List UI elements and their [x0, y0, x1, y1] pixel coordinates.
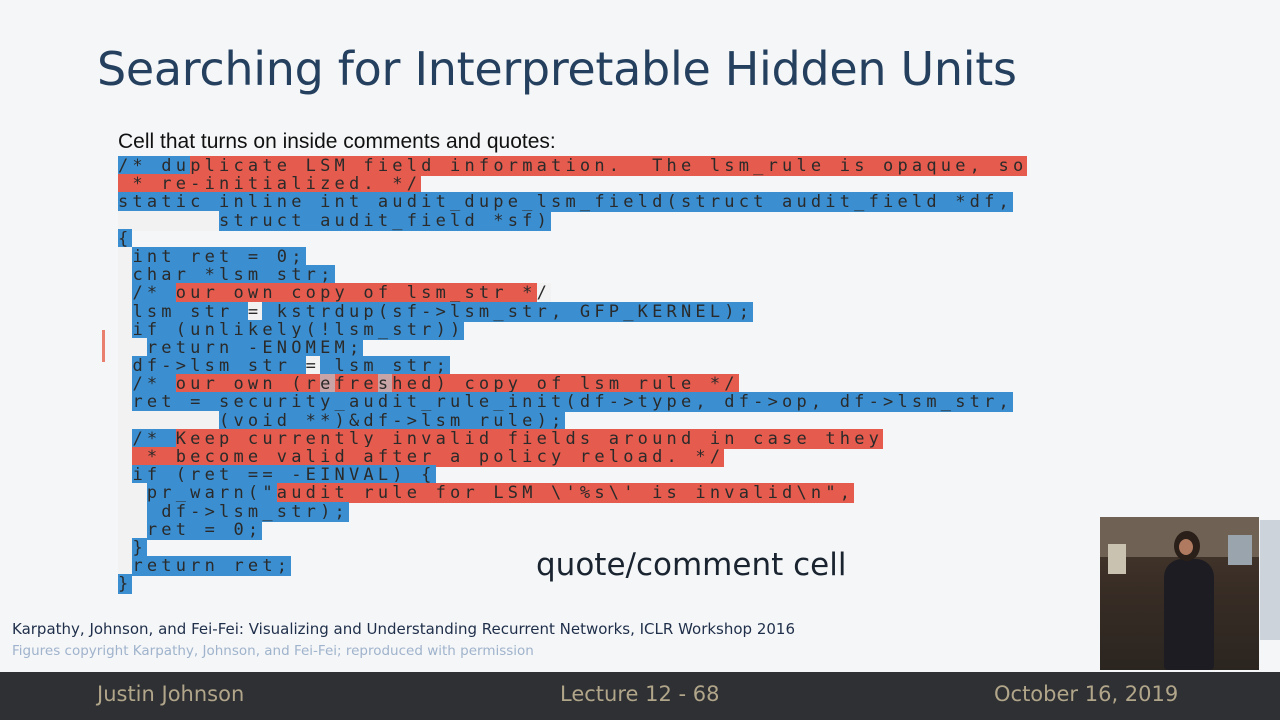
- code-line: if (ret == -EINVAL) {: [118, 466, 1027, 484]
- code-segment: if (ret == -EINVAL) {: [132, 465, 435, 485]
- code-segment: [118, 356, 132, 376]
- copyright-note: Figures copyright Karpathy, Johnson, and…: [12, 643, 534, 659]
- footer-date: October 16, 2019: [994, 682, 1178, 706]
- code-segment: {: [118, 229, 132, 249]
- code-segment: if (unlikely(!lsm_str)): [132, 320, 464, 340]
- code-segment: ret = security_audit_rule_init(df->type,…: [132, 392, 1013, 412]
- code-segment: s: [378, 374, 392, 394]
- code-line: static inline int audit_dupe_lsm_field(s…: [118, 193, 1027, 211]
- code-segment: [118, 556, 132, 576]
- active-segment: hed) copy of lsm_rule */: [392, 374, 738, 394]
- speaker: [1162, 531, 1216, 670]
- code-segment: [118, 429, 132, 449]
- active-segment: * re-initialized. */: [118, 174, 421, 194]
- code-segment: static inline int audit_dupe_lsm_field(s…: [118, 192, 1013, 212]
- code-line: (void **)&df->lsm_rule);: [118, 412, 1027, 430]
- code-segment: =: [306, 356, 320, 376]
- code-segment: return: [132, 556, 233, 576]
- code-segment: df->lsm_str);: [147, 502, 349, 522]
- code-line: df->lsm_str);: [118, 503, 1027, 521]
- code-segment: [118, 520, 147, 540]
- code-segment: lsm_str: [132, 302, 247, 322]
- code-segment: [118, 283, 132, 303]
- margin-marker: [102, 330, 105, 362]
- code-segment: (void **)&df->lsm_rule);: [219, 411, 565, 431]
- active-segment: fre: [335, 374, 378, 394]
- code-line: ret = security_audit_rule_init(df->type,…: [118, 393, 1027, 411]
- code-segment: =: [248, 302, 262, 322]
- code-segment: /* du: [118, 156, 190, 176]
- code-segment: return -ENOMEM;: [147, 338, 364, 358]
- code-line: lsm_str = kstrdup(sf->lsm_str, GFP_KERNE…: [118, 303, 1027, 321]
- code-segment: [118, 302, 132, 322]
- active-segment: our own copy of lsm_str *: [176, 283, 537, 303]
- code-segment: /*: [132, 374, 175, 394]
- code-line: * re-initialized. */: [118, 175, 1027, 193]
- code-segment: [118, 465, 132, 485]
- code-line: /* duplicate LSM field information. The …: [118, 157, 1027, 175]
- code-line: char *lsm_str;: [118, 266, 1027, 284]
- code-segment: [118, 411, 219, 431]
- code-segment: struct audit_field *sf): [219, 211, 551, 231]
- code-segment: lsm_str;: [320, 356, 450, 376]
- code-line: struct audit_field *sf): [118, 212, 1027, 230]
- active-segment: audit rule for LSM \'%s\' is invalid\n",: [277, 483, 854, 503]
- code-segment: char *lsm_str;: [132, 265, 334, 285]
- code-line: if (unlikely(!lsm_str)): [118, 321, 1027, 339]
- code-segment: [118, 392, 132, 412]
- code-segment: [118, 374, 132, 394]
- lamp: [1108, 544, 1126, 574]
- code-visualization: /* duplicate LSM field information. The …: [118, 157, 1027, 594]
- code-segment: }: [118, 574, 132, 594]
- code-segment: [118, 320, 132, 340]
- code-segment: int ret = 0;: [132, 247, 305, 267]
- edge-thumbnail: [1260, 520, 1280, 640]
- code-segment: /*: [132, 283, 175, 303]
- code-segment: [118, 265, 132, 285]
- code-line: pr_warn("audit rule for LSM \'%s\' is in…: [118, 484, 1027, 502]
- code-line: df->lsm_str = lsm_str;: [118, 357, 1027, 375]
- footer-bar: Justin Johnson Lecture 12 - 68 October 1…: [0, 672, 1280, 720]
- footer-lecture: Lecture 12 - 68: [560, 682, 719, 706]
- wall-screen: [1228, 535, 1252, 565]
- code-segment: /: [537, 283, 551, 303]
- code-segment: [118, 483, 147, 503]
- code-line: /* Keep currently invalid fields around …: [118, 430, 1027, 448]
- code-segment: [118, 538, 132, 558]
- code-segment: /*: [132, 429, 175, 449]
- citation: Karpathy, Johnson, and Fei-Fei: Visualiz…: [12, 620, 795, 638]
- code-segment: [118, 247, 132, 267]
- slide: Searching for Interpretable Hidden Units…: [0, 0, 1280, 672]
- cell-label: quote/comment cell: [536, 547, 846, 583]
- code-segment: [118, 447, 132, 467]
- code-line: {: [118, 230, 1027, 248]
- code-segment: e: [320, 374, 334, 394]
- figure-caption: Cell that turns on inside comments and q…: [118, 130, 556, 154]
- active-segment: Keep currently invalid fields around in …: [176, 429, 883, 449]
- code-segment: [118, 502, 147, 522]
- code-line: return -ENOMEM;: [118, 339, 1027, 357]
- code-segment: pr_warn(": [147, 483, 277, 503]
- code-segment: df->lsm_str: [132, 356, 305, 376]
- code-segment: [118, 338, 147, 358]
- code-segment: ret = 0;: [147, 520, 262, 540]
- code-line: /* our own copy of lsm_str */: [118, 284, 1027, 302]
- code-segment: kstrdup(sf->lsm_str, GFP_KERNEL);: [262, 302, 753, 322]
- code-line: /* our own (refreshed) copy of lsm_rule …: [118, 375, 1027, 393]
- slide-title: Searching for Interpretable Hidden Units: [97, 42, 1017, 96]
- code-segment: [118, 211, 219, 231]
- active-segment: plicate LSM field information. The lsm_r…: [190, 156, 1027, 176]
- footer-author: Justin Johnson: [97, 682, 244, 706]
- code-line: int ret = 0;: [118, 248, 1027, 266]
- active-segment: * become valid after a policy reload. */: [132, 447, 724, 467]
- speaker-video: [1100, 517, 1259, 670]
- code-line: * become valid after a policy reload. */: [118, 448, 1027, 466]
- code-segment: ret;: [233, 556, 291, 576]
- active-segment: our own (r: [176, 374, 320, 394]
- code-line: ret = 0;: [118, 521, 1027, 539]
- code-segment: }: [132, 538, 146, 558]
